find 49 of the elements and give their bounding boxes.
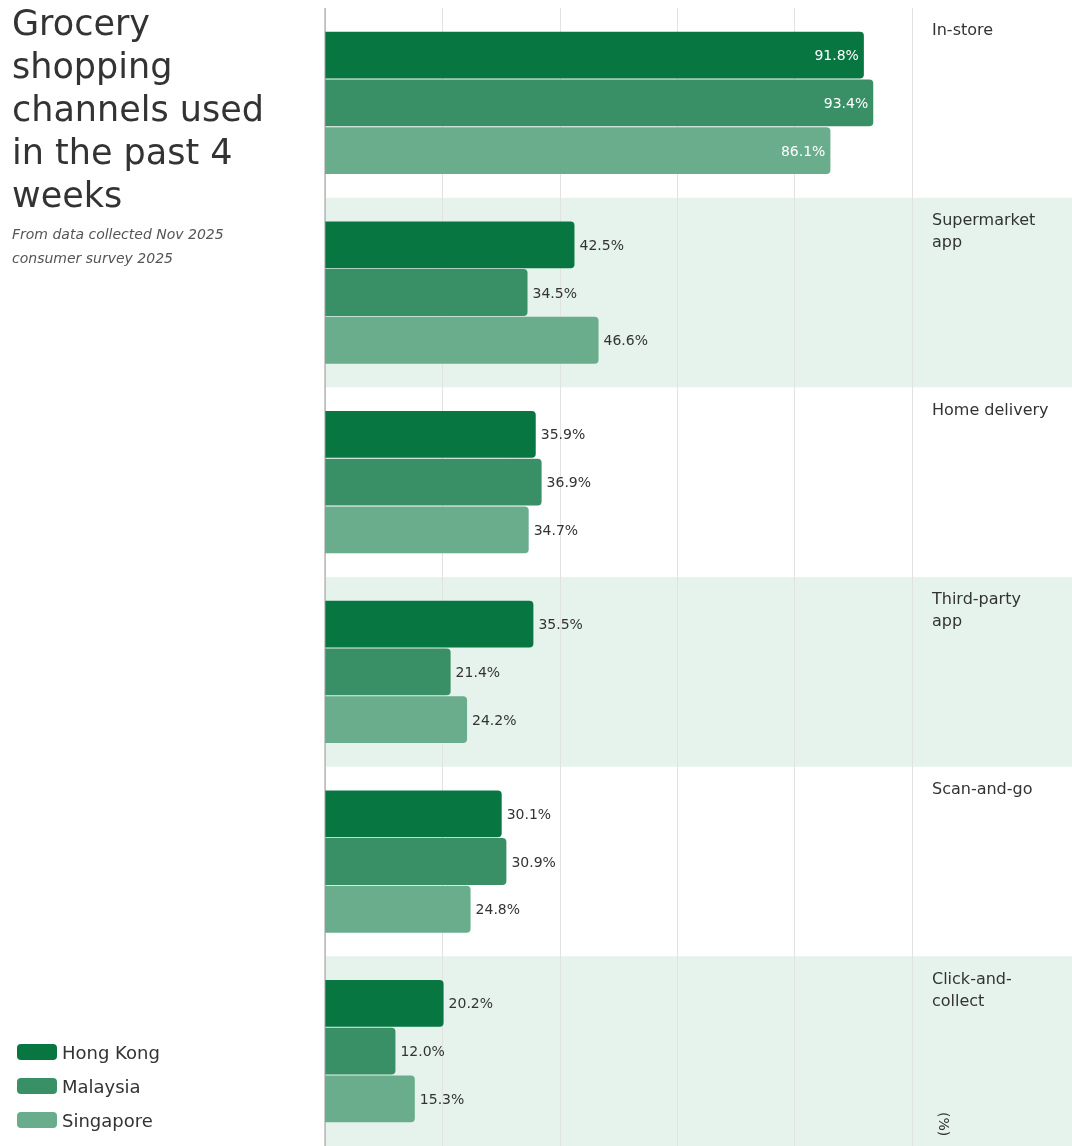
data-label: 46.6% <box>603 332 649 349</box>
legend-label: Hong Kong <box>62 1041 160 1063</box>
data-label: 15.3% <box>419 1090 465 1107</box>
data-label: 12.0% <box>400 1043 445 1060</box>
y-tick-label: In-store <box>932 20 994 40</box>
bar <box>325 648 451 696</box>
bar <box>325 1027 396 1075</box>
bar <box>325 1075 415 1123</box>
bar <box>325 600 534 648</box>
bar <box>325 79 874 127</box>
data-label: 35.9% <box>540 426 586 443</box>
bar <box>325 269 528 316</box>
data-label: 30.9% <box>511 853 556 870</box>
data-label: 24.8% <box>475 901 521 918</box>
text: From data collected Nov 2025 <box>12 225 225 244</box>
data-label: 34.5% <box>532 284 577 301</box>
data-label: 93.4% <box>823 94 869 111</box>
data-label: 24.2% <box>472 711 517 728</box>
data-label: 91.8% <box>814 47 859 64</box>
bar <box>325 316 599 364</box>
legend-label: Singapore <box>62 1109 153 1131</box>
data-label: 20.2% <box>448 995 494 1012</box>
text: consumer survey 2025 <box>12 249 174 268</box>
y-tick-label: Home delivery <box>932 399 1049 419</box>
text: (%) <box>936 1112 952 1137</box>
y-tick-label: Click-and-collect <box>932 968 1012 1010</box>
data-label: 36.9% <box>546 474 592 491</box>
bar <box>325 506 529 554</box>
bar <box>325 458 542 506</box>
y-tick-label: Scan-and-go <box>932 779 1033 798</box>
y-tick-label: Third-party app <box>931 589 1021 631</box>
bar <box>325 885 471 933</box>
data-label: 42.5% <box>579 236 624 253</box>
bar <box>325 790 502 838</box>
bar <box>325 221 575 269</box>
bar <box>325 31 864 79</box>
y-tick-label: Supermarket app <box>932 210 1036 251</box>
bar <box>325 696 468 743</box>
bar <box>325 838 507 885</box>
bar <box>325 127 831 174</box>
text: Grocery shopping channels used in the past 4 weeks <box>12 2 266 217</box>
data-label: 34.7% <box>533 521 579 538</box>
data-label: 30.1% <box>506 805 552 822</box>
data-label: 21.4% <box>455 663 501 680</box>
bar <box>325 411 536 458</box>
data-label: 35.5% <box>538 616 583 633</box>
bar <box>325 980 444 1027</box>
data-label: 86.1% <box>780 142 826 159</box>
legend-label: Malaysia <box>62 1075 141 1097</box>
